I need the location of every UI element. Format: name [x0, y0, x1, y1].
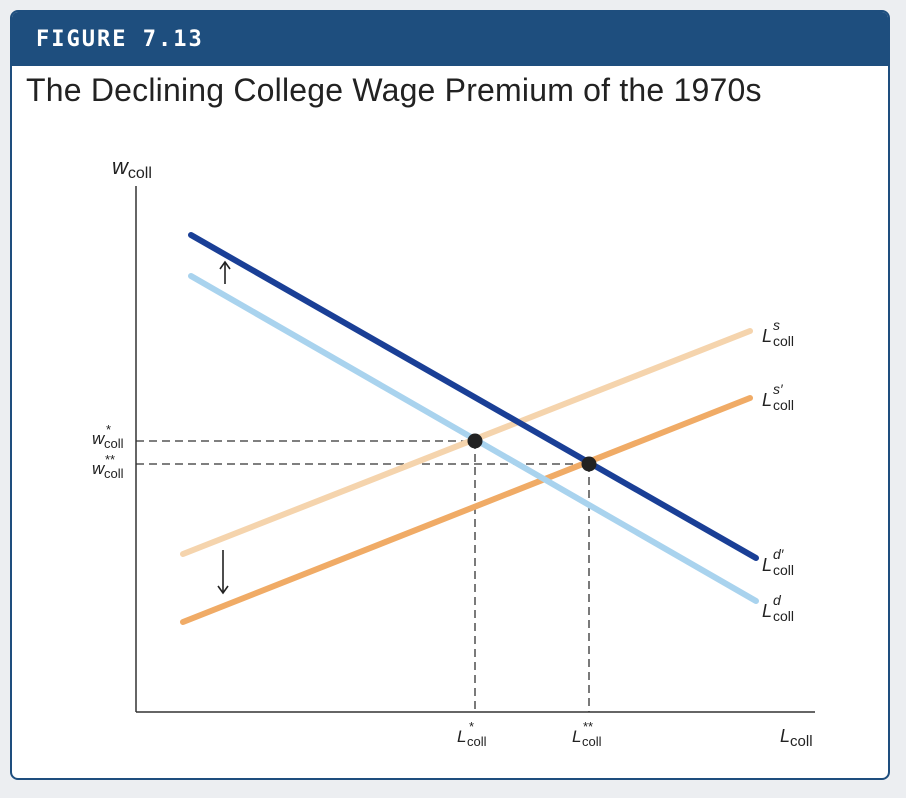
label-L-doublestar: L ** coll: [572, 719, 602, 749]
svg-text:L: L: [762, 601, 772, 621]
label-w-star: w * coll: [92, 422, 124, 451]
svg-text:L: L: [762, 390, 772, 410]
label-w-doublestar: w ** coll: [92, 452, 124, 481]
label-Ld: L d coll: [762, 592, 794, 624]
svg-text:s′: s′: [773, 381, 784, 397]
label-L-star: L * coll: [457, 719, 487, 749]
supply-curve-original: [180, 328, 753, 557]
svg-text:d′: d′: [773, 546, 785, 562]
x-axis-label: Lcoll: [780, 726, 813, 750]
label-Ld-prime: L d′ coll: [762, 546, 794, 578]
svg-text:coll: coll: [773, 608, 794, 624]
svg-text:coll: coll: [467, 734, 487, 749]
svg-text:L: L: [762, 555, 772, 575]
figure-label: FIGURE 7.13: [36, 26, 204, 52]
svg-text:*: *: [469, 719, 474, 734]
figure-header: FIGURE 7.13: [12, 12, 888, 66]
svg-text:L: L: [457, 727, 466, 746]
figure-title: The Declining College Wage Premium of th…: [26, 72, 762, 108]
arrow-up-icon: [219, 260, 231, 284]
supply-curve-shifted: [180, 395, 753, 625]
svg-text:coll: coll: [773, 333, 794, 349]
svg-text:coll: coll: [104, 466, 124, 481]
equilibrium-point-2: [581, 456, 597, 472]
svg-text:w: w: [92, 459, 106, 478]
svg-text:coll: coll: [773, 397, 794, 413]
svg-text:L: L: [572, 727, 581, 746]
svg-text:**: **: [105, 452, 115, 467]
svg-text:*: *: [106, 422, 111, 437]
svg-text:coll: coll: [582, 734, 602, 749]
svg-text:coll: coll: [773, 562, 794, 578]
label-Ls-prime: L s′ coll: [762, 381, 794, 413]
equilibrium-point-1: [467, 433, 483, 449]
svg-text:**: **: [583, 719, 593, 734]
svg-text:w: w: [92, 429, 106, 448]
demand-curve-shifted: [188, 232, 759, 561]
y-axis-label: wcoll: [112, 154, 152, 182]
svg-text:coll: coll: [104, 436, 124, 451]
arrow-down-icon: [217, 550, 229, 595]
figure-frame: FIGURE 7.13: [10, 10, 890, 780]
label-Ls: L s coll: [762, 317, 794, 349]
svg-text:L: L: [762, 326, 772, 346]
svg-text:s: s: [773, 317, 780, 333]
svg-text:d: d: [773, 592, 782, 608]
